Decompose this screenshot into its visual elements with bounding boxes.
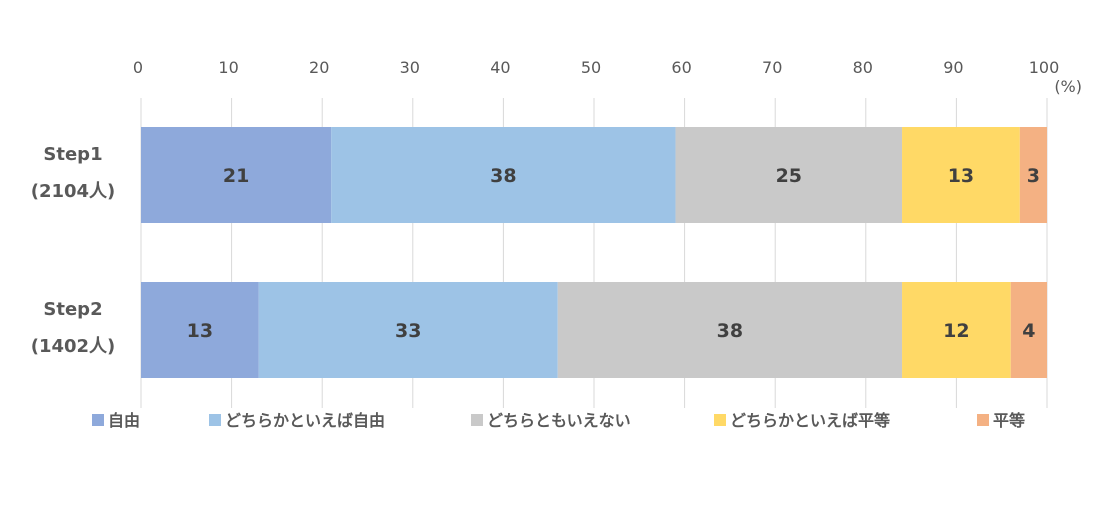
category-label: Step2 <box>43 299 102 320</box>
bar-segment <box>902 282 1011 378</box>
legend-label: どちらかといえば平等 <box>730 411 890 430</box>
x-tick-label: 90 <box>943 58 963 77</box>
legend-label: 平等 <box>993 411 1025 430</box>
bar-segment <box>1010 282 1047 378</box>
x-tick-label: 0 <box>133 58 143 77</box>
bar-segments: 21 38 25 13 3 13 33 38 12 4 <box>141 127 1047 378</box>
data-label: 38 <box>490 165 516 187</box>
bar-segment <box>557 282 903 378</box>
data-label: 13 <box>187 320 213 342</box>
x-tick-label: 20 <box>309 58 329 77</box>
legend: 自由 どちらかといえば自由 どちらともいえない どちらかといえば平等 平等 <box>92 411 1025 430</box>
data-label: 3 <box>1027 165 1040 187</box>
bar-segment <box>258 282 558 378</box>
bar-segment <box>141 282 259 378</box>
bar-segment <box>331 127 676 223</box>
data-label: 38 <box>717 320 743 342</box>
x-tick-label: 10 <box>218 58 238 77</box>
bar-segment <box>1019 127 1047 223</box>
legend-swatch <box>714 414 726 426</box>
x-tick-label: 40 <box>490 58 510 77</box>
x-tick-label: 80 <box>853 58 873 77</box>
data-label: 4 <box>1022 320 1035 342</box>
legend-swatch <box>471 414 483 426</box>
legend-label: 自由 <box>108 411 140 430</box>
data-label: 21 <box>223 165 249 187</box>
x-tick-label: 60 <box>671 58 691 77</box>
category-label-count: (1402人) <box>31 336 116 357</box>
x-tick-label: 30 <box>400 58 420 77</box>
x-tick-label: 100 <box>1029 58 1060 77</box>
x-tick-label: 50 <box>581 58 601 77</box>
data-label: 25 <box>776 165 802 187</box>
category-label-count: (2104人) <box>31 181 116 202</box>
legend-swatch <box>209 414 221 426</box>
bar-segment <box>141 127 332 223</box>
legend-label: どちらともいえない <box>487 411 631 430</box>
x-axis-ticks: 0 10 20 30 40 50 60 70 80 90 100 <box>133 58 1059 77</box>
data-label: 12 <box>943 320 969 342</box>
unit-label: (%) <box>1054 77 1082 96</box>
bar-segment <box>675 127 903 223</box>
category-labels: Step1 (2104人) Step2 (1402人) <box>31 144 116 357</box>
bar-segment <box>902 127 1020 223</box>
legend-swatch <box>92 414 104 426</box>
legend-label: どちらかといえば自由 <box>225 411 385 430</box>
x-tick-label: 70 <box>762 58 782 77</box>
category-label: Step1 <box>43 144 102 165</box>
legend-swatch <box>977 414 989 426</box>
data-label: 13 <box>948 165 974 187</box>
data-label: 33 <box>395 320 421 342</box>
